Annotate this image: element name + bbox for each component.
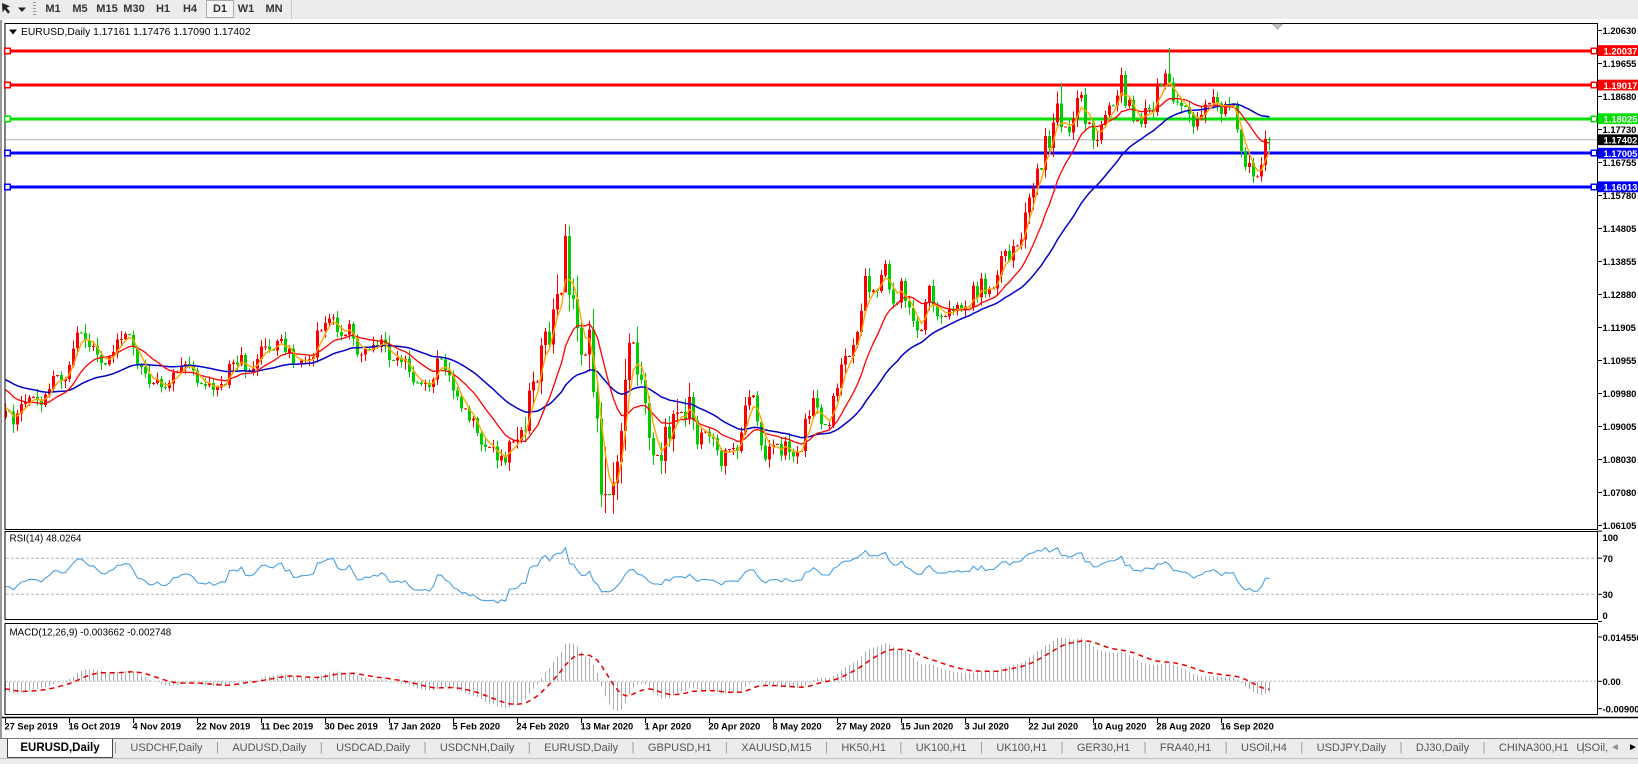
svg-text:27 Sep 2019: 27 Sep 2019 [5,722,58,732]
svg-text:13 Mar 2020: 13 Mar 2020 [581,722,634,732]
svg-text:1.11905: 1.11905 [1603,322,1636,333]
svg-text:10 Aug 2020: 10 Aug 2020 [1093,722,1147,732]
svg-text:0.014556: 0.014556 [1603,632,1638,643]
svg-text:1.18680: 1.18680 [1603,91,1637,102]
svg-text:1.09980: 1.09980 [1603,388,1637,399]
svg-text:1.06105: 1.06105 [1603,520,1637,531]
svg-text:5 Feb 2020: 5 Feb 2020 [453,722,501,732]
svg-text:24 Feb 2020: 24 Feb 2020 [517,722,570,732]
svg-text:15 Jun 2020: 15 Jun 2020 [901,722,954,732]
svg-text:4 Nov 2019: 4 Nov 2019 [133,722,182,732]
svg-text:30: 30 [1603,589,1613,600]
svg-text:RSI(14) 48.0264: RSI(14) 48.0264 [10,534,82,545]
svg-text:8 May 2020: 8 May 2020 [773,722,822,732]
svg-text:3 Jul 2020: 3 Jul 2020 [965,722,1009,732]
svg-text:1.17402: 1.17402 [1604,135,1638,146]
svg-text:1.10955: 1.10955 [1603,355,1637,366]
svg-text:1.13855: 1.13855 [1603,256,1637,267]
svg-text:1.17005: 1.17005 [1604,148,1638,159]
svg-text:1.18025: 1.18025 [1604,113,1638,124]
svg-text:100: 100 [1603,532,1619,543]
svg-text:1.20037: 1.20037 [1604,45,1638,56]
svg-text:-0.00900: -0.00900 [1603,704,1638,715]
svg-text:1.19017: 1.19017 [1604,80,1638,91]
svg-text:MACD(12,26,9) -0.003662 -0.002: MACD(12,26,9) -0.003662 -0.002748 [10,628,172,639]
svg-text:EURUSD,Daily 1.17161 1.17476: EURUSD,Daily 1.17161 1.17476 1.17090 1.1… [21,27,251,38]
svg-text:1.19655: 1.19655 [1603,58,1637,69]
svg-text:1.07080: 1.07080 [1603,487,1637,498]
svg-text:28 Aug 2020: 28 Aug 2020 [1157,722,1211,732]
svg-text:27 May 2020: 27 May 2020 [837,722,891,732]
svg-text:17 Jan 2020: 17 Jan 2020 [389,722,441,732]
svg-text:1.08030: 1.08030 [1603,454,1637,465]
svg-text:1 Apr 2020: 1 Apr 2020 [645,722,692,732]
svg-text:16 Sep 2020: 16 Sep 2020 [1221,722,1274,732]
svg-text:30 Dec 2019: 30 Dec 2019 [325,722,378,732]
svg-text:20 Apr 2020: 20 Apr 2020 [709,722,761,732]
svg-text:0.00: 0.00 [1603,676,1621,687]
svg-text:11 Dec 2019: 11 Dec 2019 [261,722,314,732]
svg-text:70: 70 [1603,553,1613,564]
svg-text:1.12880: 1.12880 [1603,289,1637,300]
svg-text:22 Jul 2020: 22 Jul 2020 [1029,722,1079,732]
svg-text:1.14805: 1.14805 [1603,223,1637,234]
svg-text:1.09005: 1.09005 [1603,421,1637,432]
svg-text:22 Nov 2019: 22 Nov 2019 [197,722,251,732]
svg-text:1.20630: 1.20630 [1603,25,1637,36]
svg-text:1.16013: 1.16013 [1604,182,1638,193]
svg-text:0: 0 [1603,610,1608,621]
svg-text:16 Oct 2019: 16 Oct 2019 [69,722,121,732]
